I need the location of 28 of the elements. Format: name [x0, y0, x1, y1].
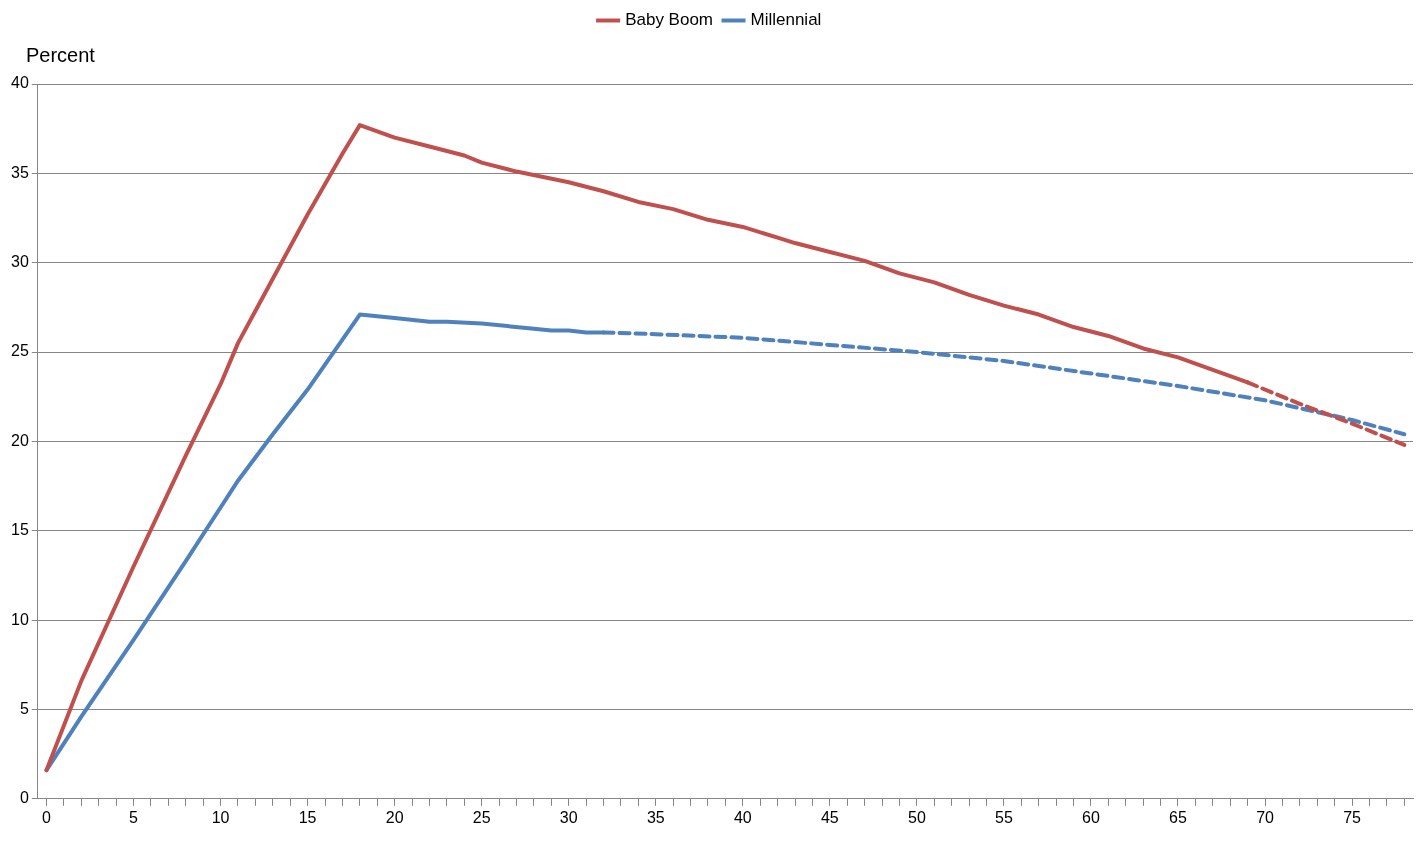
y-tick-label: 5	[19, 699, 29, 717]
x-tick-label: 55	[995, 808, 1013, 826]
x-tick-label: 15	[298, 808, 317, 826]
x-tick-label: 65	[1169, 808, 1187, 826]
y-tick-label: 40	[11, 74, 29, 92]
y-tick-label: 10	[11, 610, 29, 628]
x-tick-label: 35	[646, 808, 665, 826]
y-tick-label: 20	[11, 431, 29, 449]
y-tick-label: 30	[11, 253, 29, 271]
legend-label: Baby Boom	[625, 10, 714, 30]
x-tick-label: 60	[1082, 808, 1100, 826]
x-tick-label: 0	[42, 808, 52, 826]
x-tick-label: 25	[472, 808, 491, 826]
x-tick-label: 10	[211, 808, 230, 826]
x-tick-label: 5	[129, 808, 139, 826]
x-tick-label: 70	[1256, 808, 1275, 826]
x-tick-label: 45	[820, 808, 839, 826]
x-tick-label: 30	[559, 808, 578, 826]
x-tick-label: 40	[733, 808, 752, 826]
x-tick-label: 75	[1343, 808, 1362, 826]
x-tick-label: 50	[907, 808, 926, 826]
y-tick-label: 15	[11, 521, 29, 539]
y-tick-label: 25	[11, 342, 29, 360]
legend-label: Millennial	[750, 10, 822, 30]
x-tick-label: 20	[385, 808, 404, 826]
y-tick-label: 0	[19, 789, 29, 807]
y-axis-title: Percent	[26, 43, 96, 66]
y-tick-label: 35	[11, 163, 29, 181]
